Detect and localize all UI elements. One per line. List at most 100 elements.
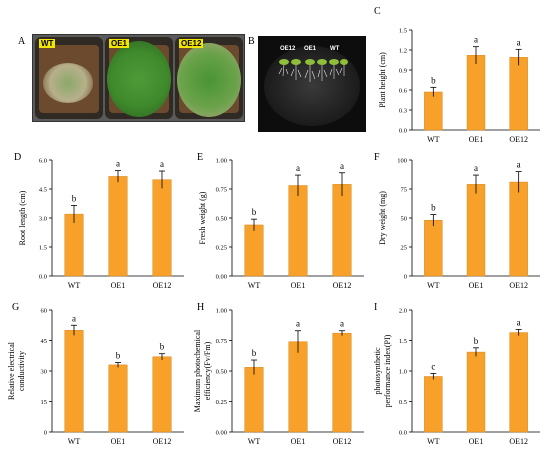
significance-letter: b (252, 348, 257, 358)
x-tick-label: OE1 (469, 135, 484, 144)
x-tick-label: WT (68, 281, 81, 290)
bar-wt (244, 224, 264, 277)
significance-letter: a (517, 160, 521, 170)
y-tick-label: 0.50 (216, 369, 227, 376)
y-tick-label: 2.0 (399, 308, 407, 315)
significance-letter: b (431, 75, 436, 85)
bar-wt (424, 91, 443, 131)
x-tick-label: OE1 (291, 281, 306, 290)
y-tick-label: 0.0 (39, 274, 47, 281)
plate-label-wt: WT (330, 46, 340, 52)
plate-label-oe12: OE12 (280, 46, 296, 52)
bar-wt (424, 220, 443, 277)
panel-label-e: E (197, 152, 204, 163)
y-axis-label: performance index(PI) (383, 334, 392, 407)
y-axis-label: efficiency(Fv/Fm) (203, 341, 212, 400)
y-tick-label: 15 (41, 399, 48, 406)
x-tick-label: OE12 (509, 437, 528, 446)
significance-letter: a (340, 319, 344, 329)
y-axis-label: conductivity (17, 351, 26, 391)
significance-letter: b (474, 336, 479, 346)
pot-tag-oe12: OE12 (179, 39, 204, 48)
y-tick-label: 60 (41, 308, 48, 315)
y-axis-label: Fresh weight (g) (198, 191, 207, 244)
panel-label-c: C (374, 6, 381, 17)
x-tick-label: OE1 (111, 437, 126, 446)
plate-label-oe1: OE1 (304, 46, 317, 52)
y-tick-label: 0.9 (399, 68, 407, 75)
y-tick-label: 4.5 (39, 187, 47, 194)
bar-wt (64, 330, 84, 433)
electrical-conductivity-chart: 0 15 30 45 60 Relative electrical conductivity… (7, 308, 184, 446)
significance-letter: b (116, 350, 121, 360)
significance-letter: c (431, 361, 435, 371)
x-tick-label: OE12 (333, 281, 352, 290)
x-tick-label: WT (427, 135, 440, 144)
x-tick-label: WT (427, 437, 440, 446)
y-tick-label: 0.0 (399, 430, 407, 437)
significance-letter: a (160, 159, 164, 169)
significance-letter: a (116, 159, 120, 169)
y-tick-label: 0 (44, 430, 47, 437)
y-tick-label: 0.3 (399, 108, 407, 115)
y-tick-label: 25 (401, 245, 408, 252)
y-tick-label: 1.00 (216, 308, 227, 315)
photochemical-efficiency-chart: 0.00 0.25 0.50 0.75 1.00 Maximum photochemica… (193, 308, 364, 446)
y-tick-label: 0.75 (216, 187, 227, 194)
y-tick-label: 75 (401, 187, 408, 194)
y-tick-label: 1.5 (399, 338, 407, 345)
root-length-chart: 0.0 1.5 3.0 4.5 6.0 Root length (cm) b WT a OE1 a O… (18, 158, 184, 290)
x-tick-label: OE12 (333, 437, 352, 446)
bar-oe1 (288, 341, 308, 433)
fresh-weight-chart: 0.00 0.25 0.50 0.75 1.00 Fresh weight (g) b WT a… (198, 158, 364, 290)
y-tick-label: 0.5 (399, 399, 407, 406)
x-tick-label: OE1 (111, 281, 126, 290)
x-tick-label: OE12 (509, 281, 528, 290)
y-tick-label: 3.0 (39, 216, 47, 223)
panel-label-h: H (197, 302, 205, 313)
y-tick-label: 0 (404, 274, 407, 281)
y-tick-label: 0.00 (216, 430, 227, 437)
plant-wt (43, 63, 93, 103)
significance-letter: a (517, 318, 521, 328)
panel-label-b: B (248, 36, 255, 47)
y-tick-label: 1.0 (399, 369, 407, 376)
bar-oe12 (509, 57, 528, 131)
bar-oe12 (509, 332, 528, 433)
y-tick-label: 1.00 (216, 158, 227, 165)
bar-oe12 (332, 184, 352, 277)
plant-oe1 (107, 41, 171, 117)
petri-dish-photo: OE12 OE1 WT (258, 36, 366, 132)
significance-letter: a (474, 35, 478, 45)
bar-oe12 (152, 179, 172, 277)
significance-letter: a (340, 161, 344, 171)
performance-index-chart: 0.0 0.5 1.0 1.5 2.0 photosynthetic performance… (373, 308, 540, 446)
x-tick-label: OE1 (291, 437, 306, 446)
bar-oe12 (152, 356, 172, 433)
x-tick-label: WT (248, 437, 261, 446)
bar-wt (424, 376, 443, 433)
y-axis-label: Root length (cm) (18, 190, 27, 245)
y-tick-label: 0.00 (216, 274, 227, 281)
y-tick-label: 0.0 (399, 128, 407, 135)
significance-letter: b (160, 342, 165, 352)
panel-label-f: F (374, 152, 380, 163)
y-tick-label: 0.75 (216, 338, 227, 345)
x-tick-label: WT (248, 281, 261, 290)
y-tick-label: 0.50 (216, 216, 227, 223)
y-tick-label: 1.5 (399, 28, 407, 35)
pot-oe12: OE12 (175, 37, 243, 119)
x-tick-label: OE1 (469, 281, 484, 290)
bar-oe1 (466, 351, 486, 433)
pot-oe1: OE1 (105, 37, 173, 119)
dry-weight-chart: 0 25 50 75 100 Dry weight (mg) b WT a OE1 a OE12 (378, 158, 540, 290)
bar-oe1 (466, 184, 486, 277)
bar-oe1 (108, 364, 128, 433)
bar-oe1 (288, 185, 308, 277)
significance-letter: a (72, 313, 76, 323)
x-tick-label: OE1 (469, 437, 484, 446)
y-tick-label: 1.2 (399, 48, 407, 55)
y-axis-label: Maximum photochemical (193, 329, 202, 412)
significance-letter: a (296, 319, 300, 329)
pot-wt: WT (35, 37, 103, 119)
